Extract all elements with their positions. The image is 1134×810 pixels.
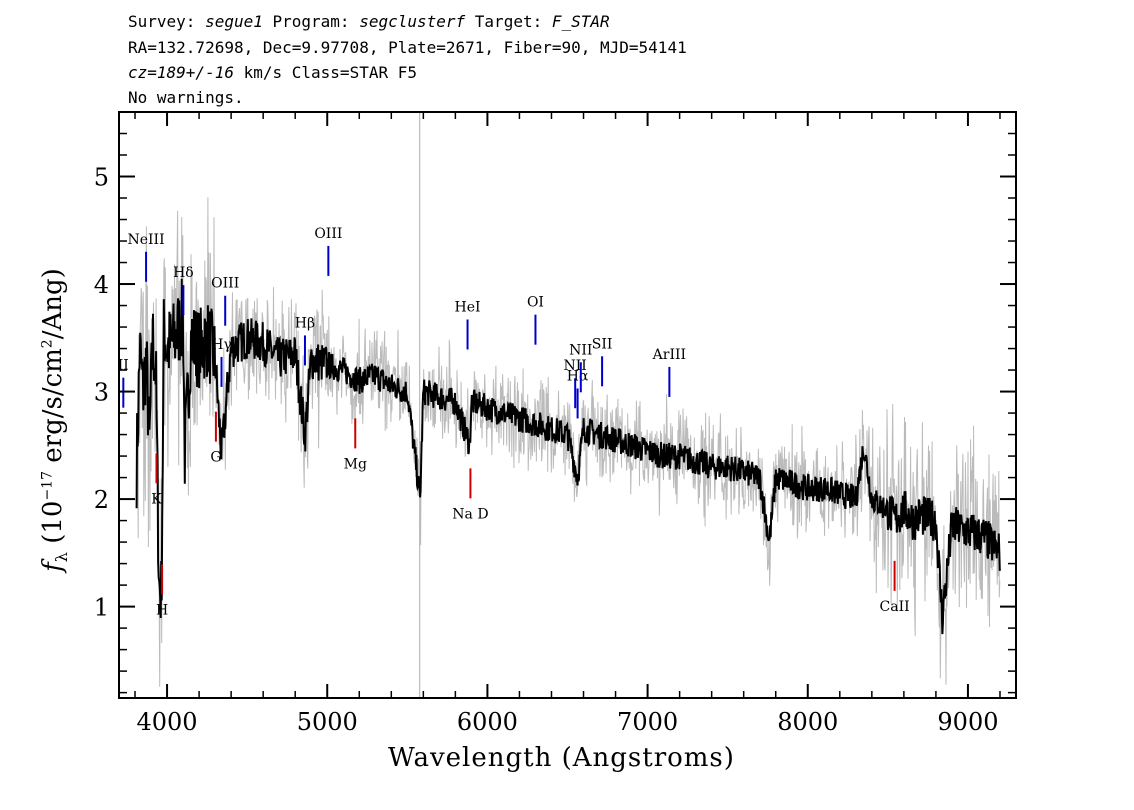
target-value: F_STAR [551, 12, 610, 31]
y-axis-label: fλ (10−17 erg/s/cm2/Ang) [38, 268, 72, 572]
line-label: HeI [455, 299, 481, 315]
line-label: OIII [314, 226, 342, 242]
flux-series [135, 278, 1001, 635]
line-label: Na D [452, 506, 488, 522]
line-label: H [156, 602, 168, 618]
y-tick-label: 4 [94, 271, 109, 299]
header-line-2: RA=132.72698, Dec=9.97708, Plate=2671, F… [128, 38, 687, 57]
line-label: OIII [211, 276, 239, 292]
line-label: OI [527, 295, 544, 311]
program-value: segclusterf [359, 12, 466, 31]
line-label: Hα [567, 368, 589, 384]
y-tick-label: 5 [94, 164, 109, 192]
line-label: ArIII [652, 347, 686, 363]
x-tick-label: 6000 [457, 708, 518, 736]
x-axis-label: Wavelength (Angstroms) [388, 743, 735, 773]
header-line-4: No warnings. [128, 88, 244, 107]
axis-ticks-layer: 4000 5000 6000 7000 8000 9000 1 2 3 4 5 [94, 112, 1016, 736]
y-tick-label: 1 [94, 594, 109, 622]
target-label: Target: [465, 12, 552, 31]
line-label: Hδ [173, 265, 194, 281]
line-label: Hγ [211, 337, 232, 353]
line-label: Mg [344, 456, 367, 472]
program-label: Program: [262, 12, 360, 31]
x-tick-label: 9000 [937, 708, 998, 736]
survey-value: segue1 [205, 12, 263, 31]
line-label: II [118, 358, 129, 374]
line-label: Hβ [295, 315, 315, 331]
flux-layer [135, 278, 1001, 635]
header-line-3: cz=189+/-16 km/s Class=STAR F5 [128, 63, 417, 83]
x-tick-label: 4000 [137, 708, 198, 736]
line-label: NII [569, 342, 592, 358]
y-tick-label: 3 [94, 379, 109, 407]
line-label: NeIII [127, 232, 164, 248]
line-label: G [210, 450, 221, 466]
y-tick-label: 2 [94, 486, 109, 514]
line-label: CaII [880, 599, 910, 615]
plot-frame [118, 111, 1017, 699]
header-line-1: Survey: segue1 Program: segclusterf Targ… [128, 12, 610, 32]
redshift-value: cz=189+/-16 [128, 63, 234, 82]
x-tick-label: 8000 [777, 708, 838, 736]
line-label: SII [592, 336, 613, 352]
survey-label: Survey: [128, 12, 206, 31]
x-tick-label: 7000 [617, 708, 678, 736]
redshift-rest: km/s Class=STAR F5 [233, 63, 417, 82]
x-tick-label: 5000 [297, 708, 358, 736]
line-label: K [151, 491, 162, 507]
